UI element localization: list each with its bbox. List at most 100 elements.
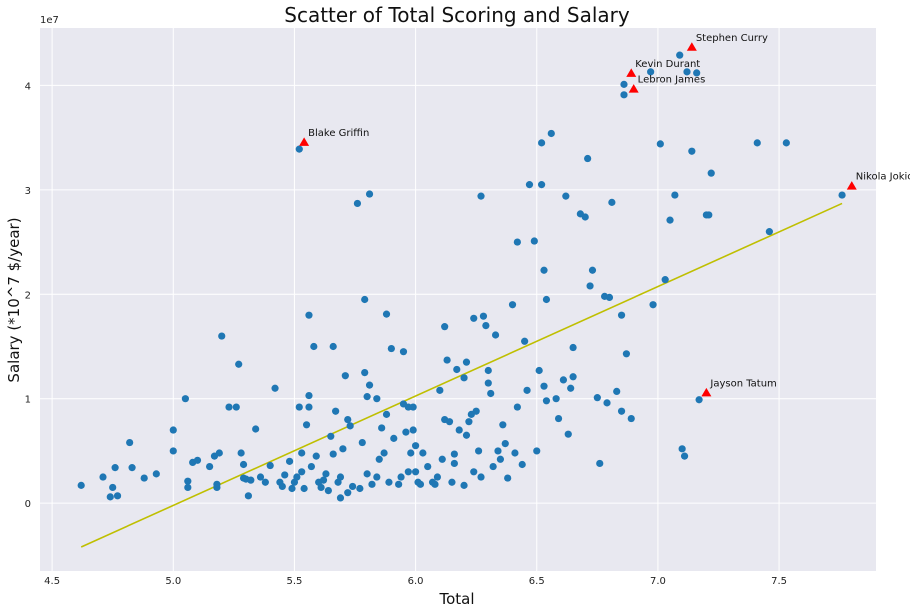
data-point bbox=[232, 403, 240, 411]
data-point bbox=[288, 484, 296, 493]
data-point bbox=[538, 181, 546, 189]
x-tick-label: 6.0 bbox=[408, 576, 424, 587]
data-point bbox=[382, 410, 391, 418]
data-point bbox=[581, 213, 589, 221]
data-point bbox=[126, 438, 134, 447]
data-point bbox=[484, 366, 492, 375]
data-point bbox=[688, 147, 696, 155]
data-point bbox=[411, 468, 420, 476]
data-point bbox=[358, 438, 366, 447]
data-point bbox=[285, 457, 294, 465]
data-point bbox=[535, 366, 543, 375]
data-point bbox=[656, 140, 664, 148]
annotation-label: Stephen Curry bbox=[696, 33, 768, 44]
data-point bbox=[479, 312, 488, 320]
y-tick-labels: 0 1 2 3 4 bbox=[25, 81, 31, 510]
data-point bbox=[184, 477, 192, 485]
data-point bbox=[387, 344, 395, 353]
data-point bbox=[235, 360, 243, 368]
data-point bbox=[244, 492, 252, 500]
data-point bbox=[300, 484, 308, 493]
data-point bbox=[460, 374, 468, 382]
data-point bbox=[271, 384, 279, 392]
data-point bbox=[266, 461, 274, 470]
data-point bbox=[353, 199, 362, 208]
x-axis-label: Total bbox=[438, 590, 474, 608]
data-point bbox=[169, 447, 177, 455]
data-points bbox=[77, 51, 846, 502]
data-point bbox=[443, 356, 451, 364]
data-point bbox=[140, 474, 148, 482]
data-point bbox=[431, 480, 439, 488]
data-point bbox=[339, 445, 347, 453]
data-point bbox=[477, 473, 485, 481]
data-point bbox=[305, 391, 313, 400]
annotation-marker bbox=[626, 68, 637, 77]
data-point bbox=[462, 358, 471, 366]
data-point bbox=[433, 473, 442, 481]
data-point bbox=[206, 462, 214, 471]
data-point bbox=[605, 293, 614, 302]
data-point bbox=[533, 447, 541, 455]
data-point bbox=[671, 191, 679, 199]
data-point bbox=[511, 449, 519, 457]
data-point bbox=[329, 450, 337, 458]
data-point bbox=[402, 428, 410, 436]
x-tick-label: 6.5 bbox=[529, 576, 545, 587]
data-point bbox=[753, 139, 761, 147]
data-point bbox=[336, 494, 345, 502]
y-axis-label: Salary (*10^7 $/year) bbox=[5, 217, 23, 382]
data-point bbox=[705, 211, 713, 219]
data-point bbox=[336, 473, 345, 481]
data-point bbox=[324, 486, 332, 495]
data-point bbox=[608, 198, 616, 206]
data-point bbox=[484, 379, 492, 387]
data-point bbox=[547, 129, 555, 138]
data-point bbox=[513, 403, 521, 411]
data-point bbox=[530, 237, 538, 245]
data-point bbox=[237, 449, 245, 457]
data-point bbox=[620, 91, 628, 99]
data-point bbox=[281, 471, 289, 479]
data-point bbox=[169, 426, 177, 434]
data-point bbox=[310, 342, 318, 351]
data-point bbox=[501, 440, 509, 448]
data-point bbox=[322, 470, 330, 478]
y-tick-label: 3 bbox=[25, 186, 31, 197]
data-point bbox=[693, 69, 701, 77]
data-point bbox=[293, 473, 301, 481]
data-point bbox=[499, 421, 507, 429]
data-point bbox=[765, 228, 773, 236]
data-point bbox=[298, 468, 306, 476]
data-point bbox=[617, 407, 626, 415]
data-point bbox=[622, 350, 631, 358]
y-tick-label: 2 bbox=[25, 290, 31, 301]
data-point bbox=[482, 322, 490, 330]
data-point bbox=[564, 430, 572, 438]
data-point bbox=[252, 425, 260, 433]
data-point bbox=[261, 478, 269, 486]
data-point bbox=[404, 468, 412, 476]
data-point bbox=[247, 476, 255, 484]
data-point bbox=[329, 342, 337, 351]
chart-title: Scatter of Total Scoring and Salary bbox=[284, 3, 630, 27]
data-point bbox=[504, 474, 512, 482]
data-point bbox=[542, 295, 551, 304]
x-tick-label: 5.0 bbox=[165, 576, 181, 587]
x-tick-label: 4.5 bbox=[44, 576, 60, 587]
data-point bbox=[477, 192, 485, 200]
data-point bbox=[416, 480, 425, 488]
data-point bbox=[213, 480, 221, 488]
annotation-label: Lebron James bbox=[638, 75, 706, 86]
y-tick-label: 0 bbox=[25, 499, 31, 510]
data-point bbox=[562, 192, 570, 200]
data-point bbox=[218, 332, 226, 340]
data-point bbox=[380, 449, 388, 457]
data-point bbox=[586, 282, 594, 290]
data-point bbox=[465, 418, 473, 426]
data-point bbox=[554, 414, 563, 423]
data-point bbox=[239, 460, 248, 469]
data-point bbox=[373, 395, 381, 403]
data-point bbox=[305, 311, 313, 319]
data-point bbox=[436, 386, 444, 394]
